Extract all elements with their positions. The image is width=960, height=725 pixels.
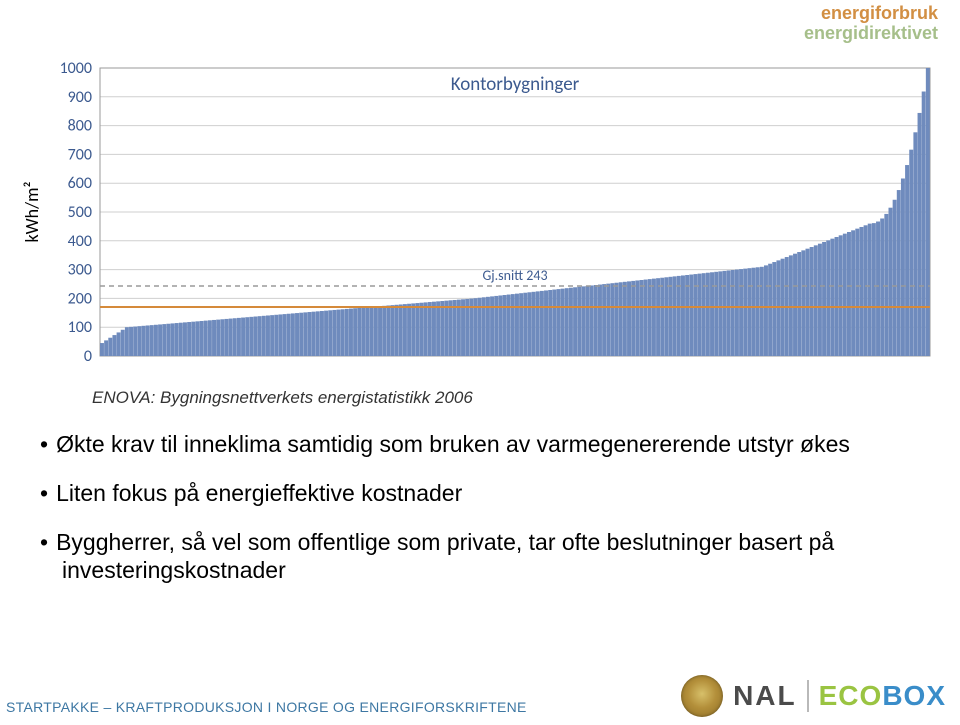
- logo-area: NAL ECOBOX: [681, 675, 946, 717]
- chart-caption: ENOVA: Bygningsnettverkets energistatist…: [92, 388, 473, 408]
- header-line-2: energidirektivet: [804, 24, 938, 44]
- svg-text:700: 700: [68, 145, 92, 164]
- svg-text:200: 200: [68, 289, 92, 308]
- svg-text:kWh/m²: kWh/m²: [21, 181, 43, 242]
- bullet-item: Liten fokus på energieffektive kostnader: [40, 479, 920, 508]
- svg-text:0: 0: [84, 347, 92, 366]
- chart-svg: 0 100 200 300 400 500 600 700 800 900 1000 kWh/m² Gj…: [20, 58, 940, 378]
- logo-ecobox-box: BOX: [882, 680, 946, 711]
- logo-ecobox-eco: ECO: [819, 680, 883, 711]
- svg-text:300: 300: [68, 261, 92, 280]
- chart-container: 0 100 200 300 400 500 600 700 800 900 1000 kWh/m² Gj…: [20, 58, 940, 378]
- header-line-1: energiforbruk: [804, 4, 938, 24]
- logo-badge-icon: [681, 675, 723, 717]
- svg-text:Kontorbygninger: Kontorbygninger: [451, 73, 580, 96]
- svg-text:900: 900: [68, 88, 92, 107]
- svg-text:800: 800: [68, 117, 92, 136]
- svg-text:100: 100: [68, 318, 92, 337]
- bullet-item: Økte krav til inneklima samtidig som bru…: [40, 430, 920, 459]
- svg-text:500: 500: [68, 203, 92, 222]
- svg-text:Gj.snitt 243: Gj.snitt 243: [482, 267, 547, 284]
- page-root: energiforbruk energidirektivet 0 100 200 30…: [0, 0, 960, 725]
- logo-ecobox: ECOBOX: [819, 680, 946, 712]
- svg-text:600: 600: [68, 174, 92, 193]
- footer-left: STARTPAKKE – KRAFTPRODUKSJON I NORGE OG …: [6, 699, 527, 715]
- logo-nal: NAL: [733, 680, 797, 712]
- svg-text:400: 400: [68, 232, 92, 251]
- svg-text:1000: 1000: [60, 59, 92, 78]
- bullet-item: Byggherrer, så vel som offentlige som pr…: [40, 528, 920, 586]
- header-tag: energiforbruk energidirektivet: [804, 4, 938, 44]
- logo-divider: [807, 680, 809, 712]
- bullets-list: Økte krav til inneklima samtidig som bru…: [40, 430, 920, 605]
